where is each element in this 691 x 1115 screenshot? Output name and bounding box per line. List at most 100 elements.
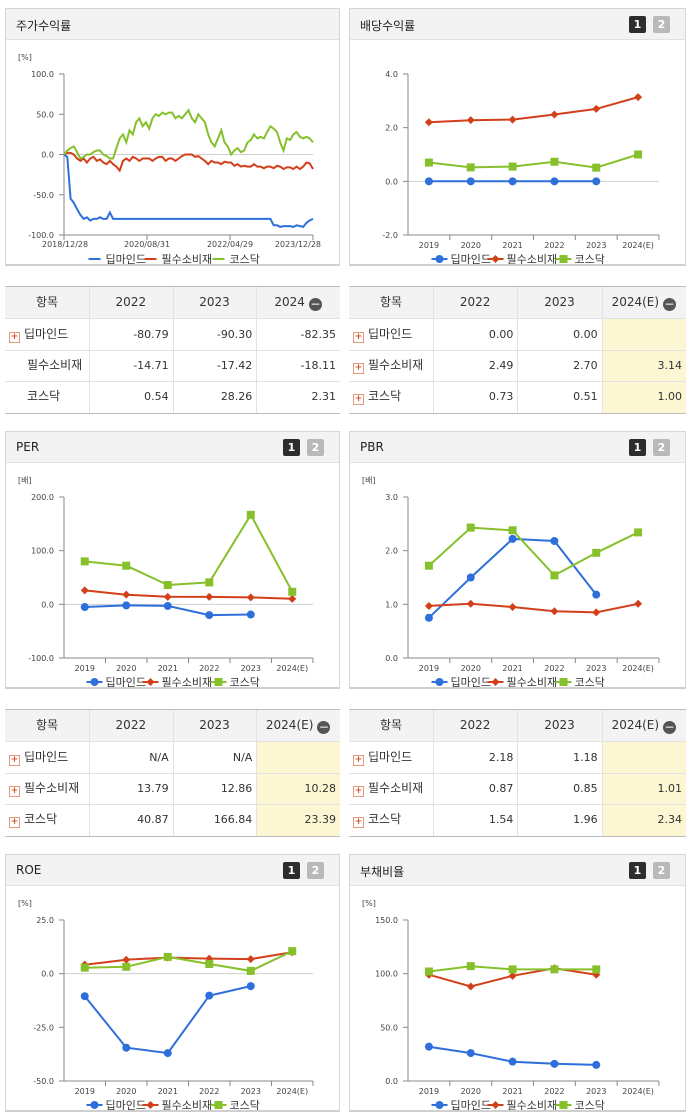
data-point[interactable] (550, 177, 559, 186)
data-point[interactable] (246, 593, 255, 602)
data-point[interactable] (550, 110, 559, 119)
legend-marker[interactable] (435, 678, 444, 686)
legend-item-2[interactable]: 필수소비재 (144, 253, 213, 264)
series-line-3[interactable] (84, 512, 294, 593)
data-point[interactable] (205, 611, 214, 620)
data-point[interactable] (122, 590, 131, 599)
data-point[interactable] (550, 1059, 559, 1068)
data-point[interactable] (466, 962, 475, 971)
legend-item-3[interactable]: 코스닥 (555, 1099, 605, 1110)
data-point[interactable] (592, 965, 601, 974)
data-point[interactable] (466, 573, 475, 582)
data-point[interactable] (122, 601, 131, 610)
data-point[interactable] (163, 1049, 172, 1058)
data-point[interactable] (163, 601, 172, 610)
data-point[interactable] (592, 970, 601, 979)
series-line-3[interactable] (428, 153, 639, 169)
data-point[interactable] (508, 1057, 517, 1066)
view-2-button[interactable]: 2 (307, 439, 324, 456)
series-line-3[interactable] (84, 950, 293, 972)
legend-item-3[interactable]: 코스닥 (212, 253, 260, 264)
data-point[interactable] (80, 557, 89, 566)
series-line-3[interactable] (428, 526, 639, 577)
legend-item-1[interactable]: 딥마인드 (86, 676, 146, 687)
legend-item-1[interactable]: 딥마인드 (431, 253, 491, 264)
data-point[interactable] (592, 104, 601, 113)
data-point[interactable] (592, 1060, 601, 1069)
legend-marker[interactable] (491, 1101, 500, 1109)
view-2-button[interactable]: 2 (307, 862, 324, 879)
legend-item-3[interactable]: 코스닥 (555, 676, 605, 687)
expand-plus-icon[interactable]: + (9, 817, 20, 828)
legend-marker[interactable] (435, 1101, 444, 1109)
data-point[interactable] (508, 534, 517, 543)
data-point[interactable] (550, 157, 559, 166)
legend-item-1[interactable]: 딥마인드 (88, 253, 146, 264)
data-point[interactable] (592, 177, 601, 186)
series-line-2[interactable] (428, 602, 639, 614)
legend-item-3[interactable]: 코스닥 (210, 1099, 260, 1110)
legend-marker[interactable] (491, 678, 500, 686)
data-point[interactable] (508, 177, 517, 186)
legend-item-2[interactable]: 필수소비재 (487, 1099, 558, 1110)
data-point[interactable] (508, 965, 517, 974)
legend-item-2[interactable]: 필수소비재 (487, 253, 558, 264)
data-point[interactable] (80, 963, 89, 972)
data-point[interactable] (634, 150, 643, 159)
legend-marker[interactable] (146, 1101, 155, 1109)
expand-plus-icon[interactable]: + (9, 755, 20, 766)
data-point[interactable] (246, 610, 255, 619)
view-1-button[interactable]: 1 (283, 439, 300, 456)
data-point[interactable] (424, 1042, 433, 1051)
data-point[interactable] (246, 510, 255, 519)
data-point[interactable] (466, 982, 475, 991)
data-point[interactable] (508, 971, 517, 980)
data-point[interactable] (205, 954, 214, 963)
view-1-button[interactable]: 1 (283, 862, 300, 879)
data-point[interactable] (424, 177, 433, 186)
data-point[interactable] (205, 960, 214, 969)
expand-plus-icon[interactable]: + (353, 755, 364, 766)
data-point[interactable] (592, 590, 601, 599)
data-point[interactable] (163, 592, 172, 601)
collapse-icon[interactable]: − (308, 297, 322, 311)
legend-item-3[interactable]: 코스닥 (555, 253, 605, 264)
legend-marker[interactable] (435, 255, 444, 263)
data-point[interactable] (550, 607, 559, 616)
data-point[interactable] (424, 158, 433, 167)
data-point[interactable] (424, 561, 433, 570)
data-point[interactable] (466, 599, 475, 608)
data-point[interactable] (288, 947, 297, 956)
data-point[interactable] (288, 587, 297, 596)
legend-marker[interactable] (146, 678, 155, 686)
data-point[interactable] (634, 599, 643, 608)
view-2-button[interactable]: 2 (653, 439, 670, 456)
legend-marker[interactable] (559, 678, 568, 686)
view-2-button[interactable]: 2 (653, 862, 670, 879)
series-line-3[interactable] (63, 108, 314, 160)
data-point[interactable] (122, 962, 131, 971)
data-point[interactable] (122, 561, 131, 570)
data-point[interactable] (592, 163, 601, 172)
expand-plus-icon[interactable]: + (353, 394, 364, 405)
legend-marker[interactable] (559, 255, 568, 263)
data-point[interactable] (246, 966, 255, 975)
data-point[interactable] (466, 116, 475, 125)
expand-plus-icon[interactable]: + (353, 332, 364, 343)
legend-marker[interactable] (214, 678, 223, 686)
expand-plus-icon[interactable]: + (353, 363, 364, 374)
data-point[interactable] (550, 537, 559, 546)
data-point[interactable] (205, 578, 214, 587)
data-point[interactable] (80, 586, 89, 595)
collapse-icon[interactable]: − (663, 720, 677, 734)
legend-marker[interactable] (491, 255, 500, 263)
view-1-button[interactable]: 1 (629, 439, 646, 456)
legend-item-1[interactable]: 딥마인드 (431, 676, 491, 687)
series-line-2[interactable] (63, 151, 314, 173)
data-point[interactable] (466, 177, 475, 186)
series-line-2[interactable] (428, 96, 639, 124)
data-point[interactable] (424, 601, 433, 610)
series-line-2[interactable] (84, 589, 293, 600)
data-point[interactable] (508, 162, 517, 171)
data-point[interactable] (634, 93, 643, 102)
